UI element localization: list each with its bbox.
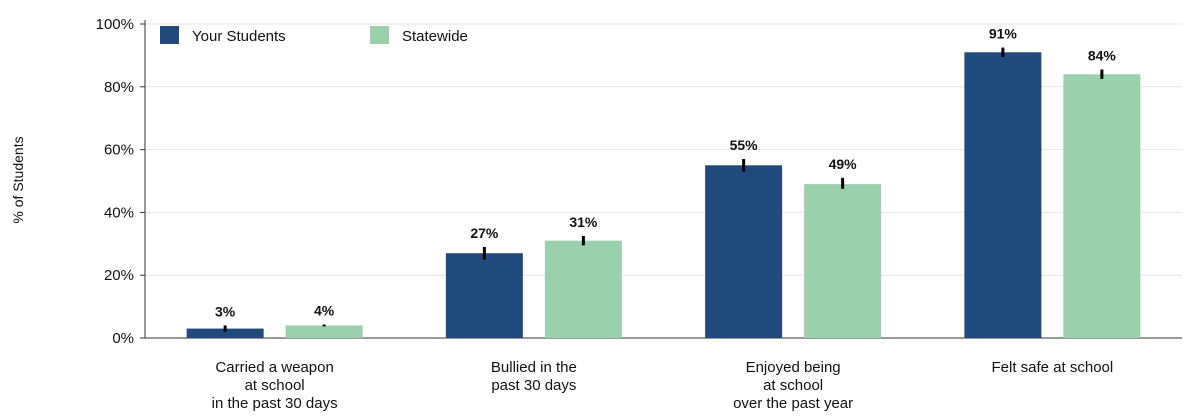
legend-swatch bbox=[160, 26, 179, 44]
data-label: 91% bbox=[989, 26, 1018, 42]
bar bbox=[544, 240, 622, 338]
category-label: at school bbox=[763, 377, 823, 394]
legend-label: Your Students bbox=[192, 28, 286, 45]
y-tick-label: 40% bbox=[104, 204, 134, 221]
y-axis-label: % of Students bbox=[10, 136, 26, 223]
y-tick-label: 0% bbox=[112, 330, 134, 347]
data-label: 49% bbox=[829, 156, 858, 172]
bar bbox=[445, 253, 523, 338]
bar bbox=[285, 325, 363, 338]
bar bbox=[705, 165, 783, 338]
category-label: at school bbox=[245, 377, 305, 394]
bar bbox=[1063, 74, 1141, 339]
error-bars bbox=[223, 47, 1104, 332]
legend-label: Statewide bbox=[402, 28, 468, 45]
data-label: 84% bbox=[1088, 48, 1117, 64]
category-label: Felt safe at school bbox=[992, 359, 1114, 376]
y-tick-label: 60% bbox=[104, 142, 134, 159]
legend-swatch bbox=[370, 26, 389, 44]
category-label: past 30 days bbox=[491, 377, 576, 394]
category-label: in the past 30 days bbox=[212, 395, 338, 412]
y-tick-label: 100% bbox=[96, 16, 134, 33]
bar bbox=[804, 184, 882, 338]
legend: Your Students Statewide bbox=[160, 26, 468, 45]
category-label: Carried a weapon bbox=[215, 359, 333, 376]
data-label: 27% bbox=[470, 225, 499, 241]
y-tick-label: 80% bbox=[104, 79, 134, 96]
category-label: over the past year bbox=[733, 395, 853, 412]
y-tick-label: 20% bbox=[104, 267, 134, 284]
bar bbox=[964, 52, 1042, 338]
bars bbox=[186, 52, 1141, 339]
data-label: 31% bbox=[569, 214, 598, 230]
category-label: Enjoyed being bbox=[746, 359, 841, 376]
y-ticks: 0% 20% 40% 60% 80% 100% bbox=[96, 16, 145, 347]
bar bbox=[186, 328, 264, 338]
data-label: 4% bbox=[314, 302, 335, 318]
data-labels: 3% 4% 27% 31% 55% 49% 91% 84% bbox=[215, 26, 1116, 320]
data-label: 3% bbox=[215, 303, 236, 319]
data-label: 55% bbox=[730, 137, 759, 153]
category-label: Bullied in the bbox=[491, 359, 577, 376]
